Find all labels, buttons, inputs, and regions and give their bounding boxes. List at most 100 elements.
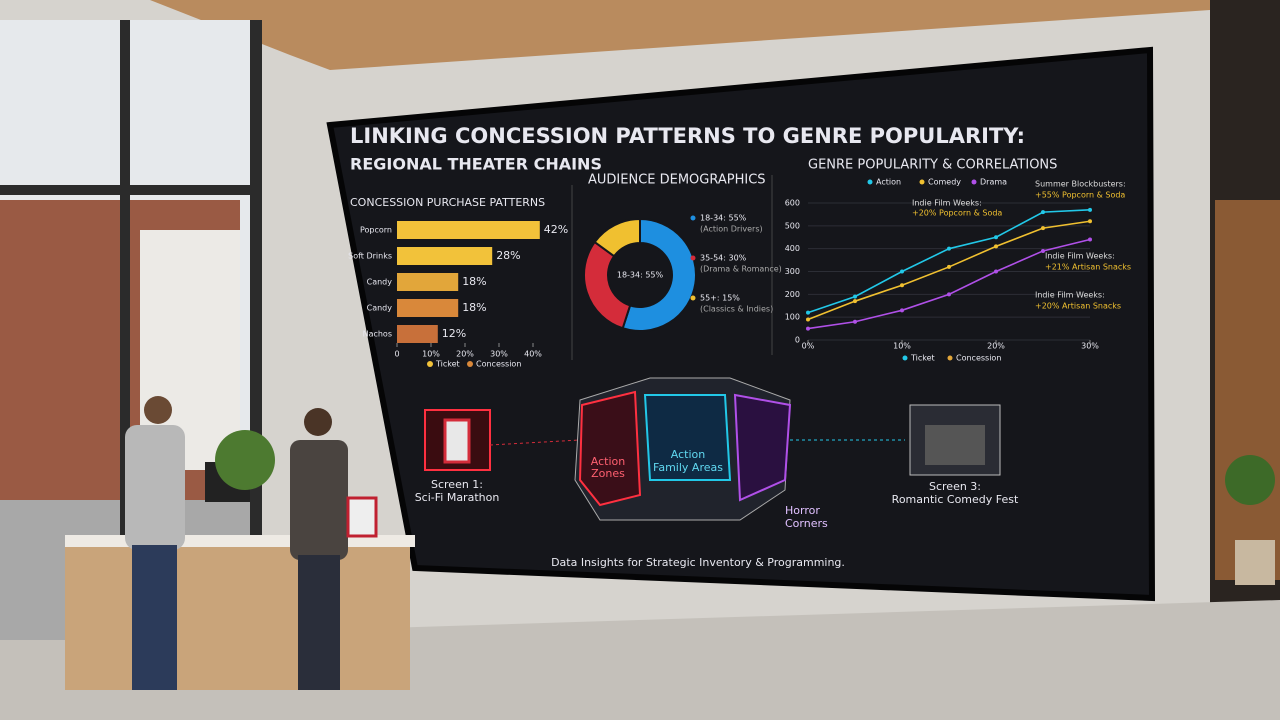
seats (925, 425, 985, 465)
point (1041, 210, 1045, 215)
window-frame (0, 185, 260, 195)
point (806, 310, 810, 315)
zone-label: Corners (785, 517, 828, 530)
x-tick-label: 10% (893, 342, 911, 351)
point (853, 319, 857, 324)
bar (397, 273, 459, 291)
x-tick-label: 20% (987, 342, 1005, 351)
annotation: +20% Popcorn & Soda (912, 209, 1002, 218)
annotation: Indie Film Weeks: (912, 199, 982, 208)
x-tick-label: 30% (490, 350, 508, 359)
planter (1235, 540, 1275, 585)
y-tick-label: 400 (785, 244, 800, 253)
point (1041, 248, 1045, 253)
point (1041, 226, 1045, 231)
screen-title: LINKING CONCESSION PATTERNS TO GENRE POP… (350, 124, 1025, 148)
window-frame (250, 20, 262, 650)
point (1088, 237, 1092, 242)
legend-dot (902, 355, 908, 361)
value-label: 18% (462, 275, 486, 288)
point (806, 326, 810, 331)
point (947, 292, 951, 297)
legend-dot (971, 179, 977, 185)
legend-dot (690, 295, 696, 301)
horror-zone (733, 393, 792, 502)
category-label: Popcorn (360, 226, 392, 235)
legend-label: 55+: 15% (700, 294, 740, 303)
legend-dot (467, 361, 473, 367)
y-tick-label: 0 (795, 336, 800, 345)
donut-segment (593, 217, 641, 258)
y-tick-label: 500 (785, 221, 800, 230)
center-label: 18-34: 55% (617, 271, 664, 280)
legend-dot (947, 355, 953, 361)
legend-note: (Classics & Indies) (700, 305, 773, 314)
point (900, 308, 904, 313)
x-tick-label: 0% (802, 342, 815, 351)
chart-title: CONCESSION PURCHASE PATTERNS (350, 196, 545, 209)
chart-title: AUDIENCE DEMOGRAPHICS (588, 173, 766, 188)
zone-label: Family Areas (653, 461, 723, 474)
wood-panel (1215, 200, 1280, 580)
category-label: Soft Drinks (348, 252, 392, 261)
person-head (304, 408, 332, 436)
plant (215, 430, 275, 490)
y-tick-label: 200 (785, 290, 800, 299)
legend-label: Drama (980, 178, 1007, 187)
family-zone (643, 394, 732, 481)
legend-note: (Drama & Romance) (700, 265, 782, 274)
annotation: Indie Film Weeks: (1045, 252, 1115, 261)
person-shirt (290, 440, 348, 560)
legend-dot (427, 361, 433, 367)
legend-label: Ticket (910, 354, 935, 363)
point (947, 246, 951, 251)
value-label: 42% (544, 223, 568, 236)
point (900, 269, 904, 274)
footer: Data Insights for Strategic Inventory & … (551, 556, 845, 569)
point (853, 294, 857, 299)
legend-dot (690, 215, 696, 221)
legend-dot (919, 179, 925, 185)
person-hoodie (125, 425, 185, 550)
annotation: +55% Popcorn & Soda (1035, 191, 1125, 200)
popcorn-icon (443, 418, 471, 464)
person-head (144, 396, 172, 424)
legend-label: Concession (476, 360, 521, 369)
legend-label: Comedy (928, 178, 961, 187)
screen1-label: Screen 1: (431, 478, 483, 491)
popcorn-bucket (346, 496, 378, 538)
legend-note: (Action Drivers) (700, 225, 763, 234)
zone-label: Horror (785, 504, 820, 517)
point (994, 235, 998, 240)
point (994, 269, 998, 274)
legend-label: Ticket (435, 360, 460, 369)
counter (65, 540, 410, 690)
category-label: Candy (367, 304, 393, 313)
x-tick-label: 20% (456, 350, 474, 359)
person-jeans (132, 545, 177, 690)
x-tick-label: 30% (1081, 342, 1099, 351)
point (1088, 207, 1092, 212)
x-tick-label: 10% (422, 350, 440, 359)
bar (397, 221, 540, 239)
category-label: Nachos (363, 330, 392, 339)
donut-segment (621, 217, 697, 332)
legend-label: 18-34: 55% (700, 214, 747, 223)
screen-subtitle: REGIONAL THEATER CHAINS (350, 155, 602, 174)
bar (397, 299, 459, 317)
annotation: Indie Film Weeks: (1035, 291, 1105, 300)
action-zone (578, 390, 642, 507)
ceiling (150, 0, 1210, 70)
category-label: Candy (367, 278, 393, 287)
value-label: 12% (442, 327, 466, 340)
point (1088, 219, 1092, 224)
chart-title: GENRE POPULARITY & CORRELATIONS (808, 158, 1057, 173)
annotation: +20% Artisan Snacks (1035, 302, 1121, 311)
legend-dot (690, 255, 696, 261)
theater-map: Screen 1: Sci-Fi Marathon Action Zones A… (415, 377, 1019, 530)
point (806, 317, 810, 322)
point (994, 244, 998, 249)
bar (397, 247, 493, 265)
